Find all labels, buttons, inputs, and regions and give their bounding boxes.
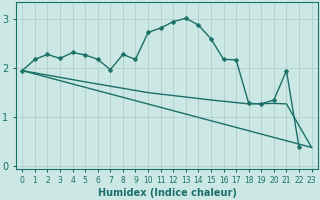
- X-axis label: Humidex (Indice chaleur): Humidex (Indice chaleur): [98, 188, 236, 198]
